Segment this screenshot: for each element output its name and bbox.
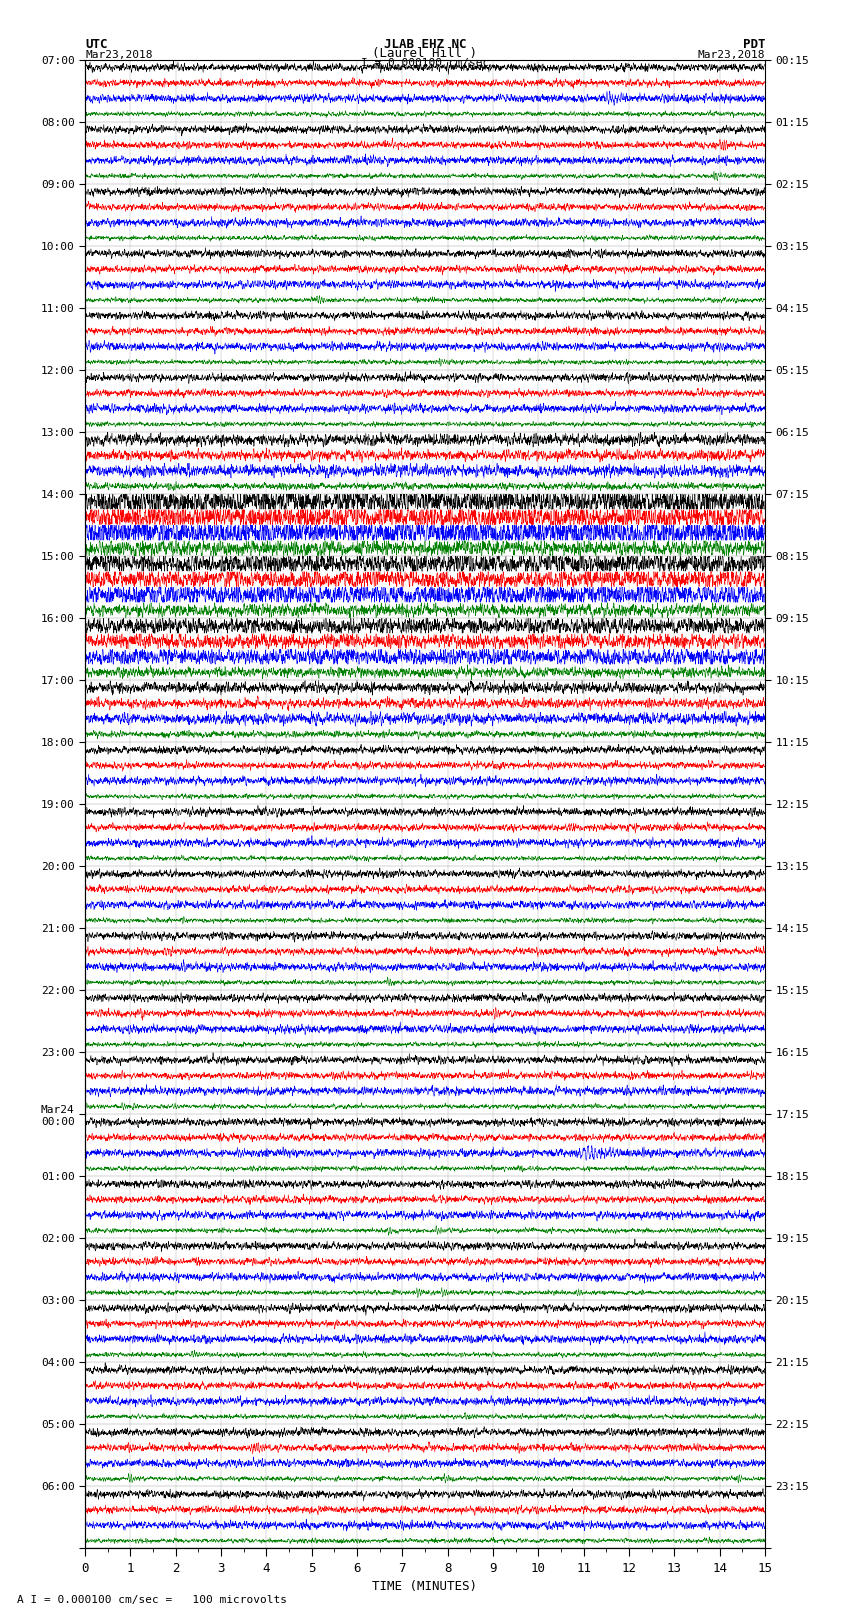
Text: JLAB EHZ NC: JLAB EHZ NC <box>383 37 467 50</box>
Text: PDT: PDT <box>743 37 765 50</box>
Text: I = 0.000100 cm/sec: I = 0.000100 cm/sec <box>361 58 489 68</box>
Text: Mar23,2018: Mar23,2018 <box>698 50 765 60</box>
X-axis label: TIME (MINUTES): TIME (MINUTES) <box>372 1581 478 1594</box>
Text: A I = 0.000100 cm/sec =   100 microvolts: A I = 0.000100 cm/sec = 100 microvolts <box>17 1595 287 1605</box>
Text: Mar23,2018: Mar23,2018 <box>85 50 152 60</box>
Text: UTC: UTC <box>85 37 107 50</box>
Text: (Laurel Hill ): (Laurel Hill ) <box>372 47 478 60</box>
